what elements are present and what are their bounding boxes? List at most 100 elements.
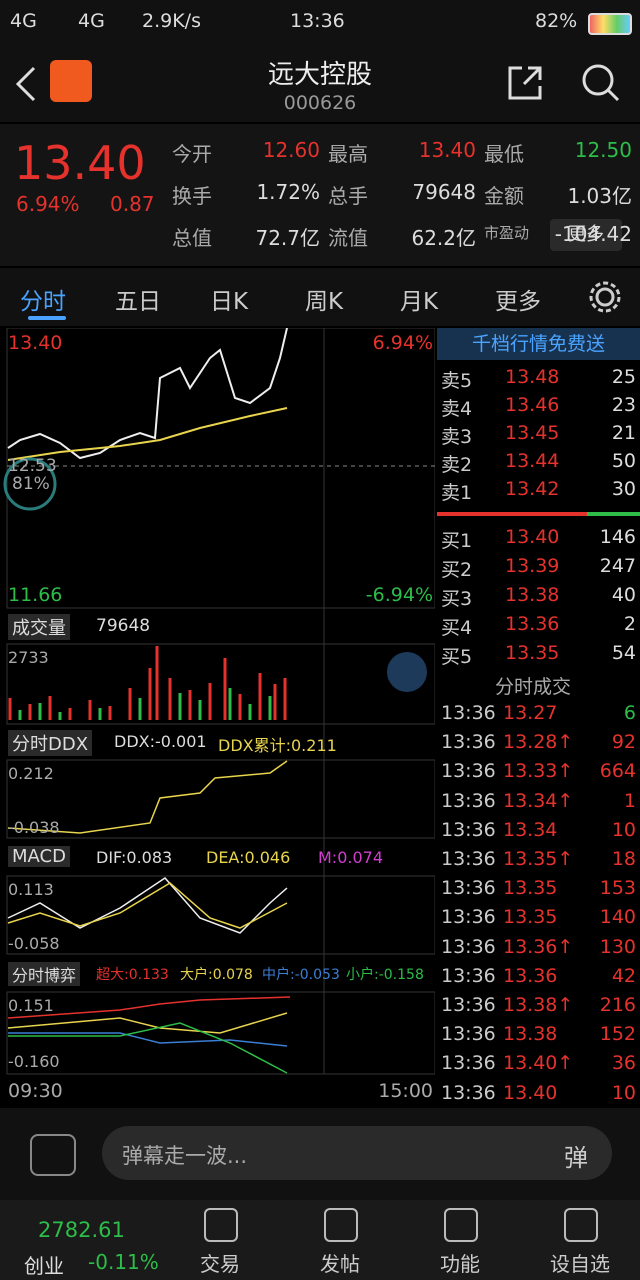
trade-volume: 152 (599, 1023, 636, 1046)
book-label: 卖4 (441, 398, 473, 420)
book-price: 13.48 (505, 366, 560, 388)
nav-icon[interactable] (444, 1208, 478, 1242)
promo[interactable]: 千档行情免费送 (437, 328, 640, 360)
dea: DEA:0.046 (206, 848, 291, 867)
status-bar: 4G 4G 2.9K/s 13:36 82% (0, 0, 640, 44)
tab[interactable]: 月K (400, 289, 439, 315)
book-volume: 21 (611, 422, 636, 444)
tab[interactable]: 分时 (20, 289, 66, 315)
m: M:0.074 (318, 848, 383, 867)
panel-label[interactable]: MACD (8, 846, 70, 867)
trade-volume: 6 (623, 702, 636, 724)
trade-time: 13:36 (441, 906, 496, 929)
book-label: 卖5 (441, 370, 473, 392)
more-button[interactable]: 更多 (550, 219, 622, 251)
book-price: 13.46 (505, 394, 560, 416)
trade-time: 13:36 (441, 818, 496, 841)
field-value: 72.7亿 (255, 226, 320, 250)
index-value[interactable]: 2782.61 (38, 1218, 125, 1242)
book-volume: 30 (611, 478, 636, 500)
axis-bottom: -0.160 (8, 1052, 60, 1071)
book-volume: 40 (611, 584, 636, 606)
trade-price: 13.35 (503, 877, 558, 900)
field-label: 换手 (172, 184, 212, 208)
trade-time: 13:36 (441, 1052, 496, 1075)
mid-price: 12.53 (8, 456, 57, 476)
field-label: 最低 (484, 142, 524, 166)
book-price: 13.44 (505, 450, 560, 472)
input[interactable]: 弹幕走一波... 弹 (102, 1126, 612, 1180)
nav-icon[interactable] (564, 1208, 598, 1242)
field-label: 市盈动 (484, 224, 530, 242)
field-value: 13.40 (418, 138, 476, 162)
chart-area: 13.40 6.94% 12.53 81% 11.66 -6.94% 成交量 7… (0, 328, 435, 1108)
trade-volume: 664 (599, 760, 636, 783)
panel-label[interactable]: 成交量 (8, 614, 70, 640)
tab[interactable]: 五日 (115, 289, 161, 315)
index-name: 创业 (24, 1254, 64, 1278)
book-price: 13.38 (505, 584, 560, 606)
book-price: 13.42 (505, 478, 560, 500)
trade-price: 13.34 (503, 818, 558, 841)
book-label: 买5 (441, 646, 473, 668)
code: 000626 (283, 92, 357, 114)
panel-label[interactable]: 分时DDX (8, 730, 93, 756)
battery-icon (588, 13, 632, 35)
change-pct: 6.94% (16, 192, 80, 216)
nav-icon[interactable] (324, 1208, 358, 1242)
nav-label[interactable]: 功能 (440, 1252, 480, 1276)
book-label: 卖2 (441, 454, 473, 476)
time-start: 09:30 (8, 1080, 63, 1102)
tab[interactable]: 日K (210, 289, 249, 315)
book-label: 买1 (441, 530, 473, 552)
tab[interactable]: 周K (305, 289, 344, 315)
time-end: 15:00 (378, 1080, 433, 1102)
comment-icon[interactable] (30, 1134, 76, 1176)
book-volume: 54 (611, 642, 636, 664)
field-value: -104.42 (554, 222, 632, 246)
speed: 2.9K/s (142, 10, 201, 32)
trade-volume: 140 (599, 906, 636, 929)
nav-label[interactable]: 发帖 (320, 1252, 360, 1276)
dif: DIF:0.083 (96, 848, 173, 867)
book-price: 13.45 (505, 422, 560, 444)
panel-label[interactable]: 分时博弈 (8, 962, 81, 986)
field-label: 总手 (328, 184, 368, 208)
trade-volume: 1 (623, 789, 636, 812)
axis-top: 0.212 (8, 764, 54, 783)
pct-high: 6.94% (372, 332, 433, 354)
price: 13.40 (14, 136, 146, 190)
nav-icon[interactable] (204, 1208, 238, 1242)
pct-low: -6.94% (365, 584, 433, 606)
back[interactable] (14, 66, 38, 102)
axis-top: 0.151 (8, 996, 54, 1015)
price-low: 11.66 (8, 584, 63, 606)
placeholder: 弹幕走一波... (122, 1144, 248, 1168)
trade-volume: 130 (599, 935, 636, 958)
search[interactable] (580, 62, 620, 102)
book-label: 买3 (441, 588, 473, 610)
trade-price: 13.38 (503, 1023, 558, 1046)
field-value: 12.50 (574, 138, 632, 162)
field-label: 金额 (484, 184, 524, 208)
share[interactable] (506, 64, 544, 102)
trade-price: 13.36↑ (503, 935, 574, 958)
order-book: 千档行情免费送 分时成交 卖5 13.48 25 卖4 13.46 23 卖3 13.45 21… (437, 328, 640, 1108)
settings[interactable] (588, 280, 622, 314)
axis-top: 0.113 (8, 880, 54, 899)
trade-time: 13:36 (441, 877, 496, 900)
logo (50, 60, 92, 102)
tab[interactable]: 更多 (495, 289, 541, 315)
book-volume: 146 (599, 526, 636, 548)
tabs: 分时 五日 日K 周K 月K 更多 (0, 268, 640, 326)
nav-label[interactable]: 设自选 (550, 1252, 610, 1276)
field-value: 1.03亿 (567, 184, 632, 208)
nav-label[interactable]: 交易 (200, 1252, 240, 1276)
trade-volume: 216 (599, 994, 636, 1016)
danmu-button[interactable]: 弹 (564, 1144, 588, 1172)
trade-volume: 10 (611, 818, 636, 841)
field-value: 62.2亿 (411, 226, 476, 250)
trades-title[interactable]: 分时成交 (495, 676, 572, 698)
comment-bar: 弹幕走一波... 弹 (0, 1108, 640, 1200)
